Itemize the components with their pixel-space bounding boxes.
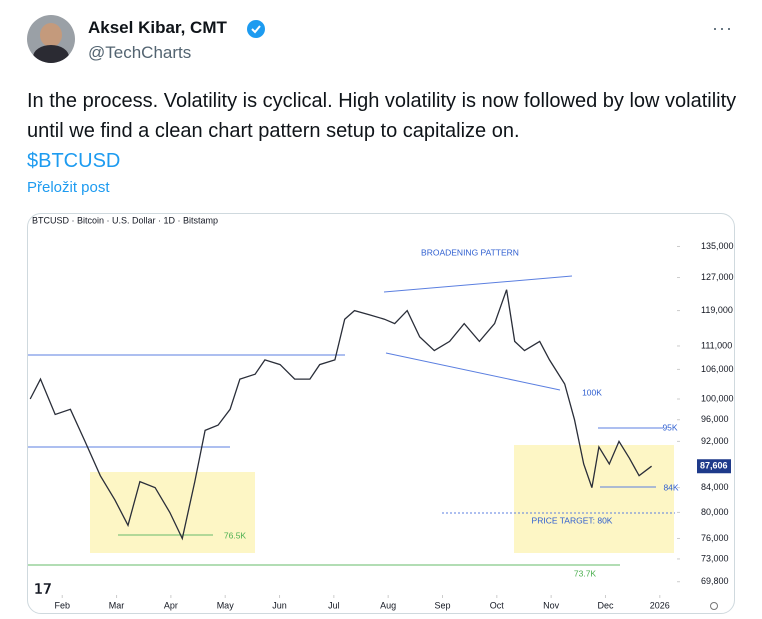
avatar[interactable] (27, 15, 75, 63)
chart-image-frame (27, 213, 735, 614)
y-tick-label: 92,000 (701, 436, 729, 446)
x-tick-label: Jul (328, 600, 340, 610)
y-tick-label: 73,000 (701, 553, 729, 563)
price-line (29, 289, 652, 541)
y-tick-label: 76,000 (701, 533, 729, 543)
more-menu[interactable]: ··· (712, 18, 733, 38)
y-tick-label: 127,000 (701, 272, 734, 282)
x-tick-label: May (217, 600, 235, 610)
x-tick-label: Jun (272, 600, 287, 610)
x-tick-label: Apr (164, 600, 178, 610)
settings-icon[interactable] (710, 602, 718, 610)
x-tick-label: Mar (109, 600, 125, 610)
x-tick-label: Dec (597, 600, 614, 610)
annotation: 73.7K (574, 568, 597, 578)
annotation-lines (28, 275, 675, 514)
annotation: 76.5K (224, 530, 247, 540)
last-price-label: 87,606 (700, 461, 728, 471)
annotation: BROADENING PATTERN (421, 247, 519, 257)
y-tick-label: 111,000 (701, 340, 732, 350)
tweet-body: In the process. Volatility is cyclical. … (27, 90, 737, 142)
annotation: 95K (662, 422, 677, 432)
chart-title: BTCUSD · Bitcoin · U.S. Dollar · 1D · Bi… (32, 215, 218, 225)
y-tick-label: 119,000 (701, 305, 733, 315)
highlight-zone (514, 445, 674, 553)
y-tick-label: 96,000 (701, 414, 729, 424)
highlight-zone (90, 472, 255, 553)
annotation: 84K (663, 482, 678, 492)
x-tick-label: Oct (490, 600, 505, 610)
cashtag-link[interactable]: $BTCUSD (27, 150, 121, 172)
annotation: PRICE TARGET: 80K (532, 515, 613, 525)
annotation: 100K (582, 387, 602, 397)
x-tick-label: 2026 (650, 600, 670, 610)
last-price-marker (697, 459, 731, 474)
y-tick-label: 69,800 (701, 576, 729, 586)
x-tick-label: Aug (380, 600, 396, 610)
y-tick-label: 100,000 (701, 393, 734, 403)
y-tick-label: 80,000 (701, 507, 729, 517)
translate-link[interactable]: Přeložit post (27, 179, 110, 196)
author-handle[interactable]: @TechCharts (88, 43, 192, 62)
tweet-text: In the process. Volatility is cyclical. … (27, 86, 742, 176)
x-tick-label: Nov (543, 600, 560, 610)
tv-logo: 𝟣𝟩 (34, 581, 52, 597)
y-tick-label: 106,000 (701, 364, 734, 374)
y-tick-label: 135,000 (701, 241, 734, 251)
x-tick-label: Sep (434, 600, 450, 610)
verified-badge (247, 20, 265, 38)
author-name[interactable]: Aksel Kibar, CMT (88, 18, 227, 37)
y-tick-label: 84,000 (701, 482, 729, 492)
x-tick-label: Feb (54, 600, 70, 610)
